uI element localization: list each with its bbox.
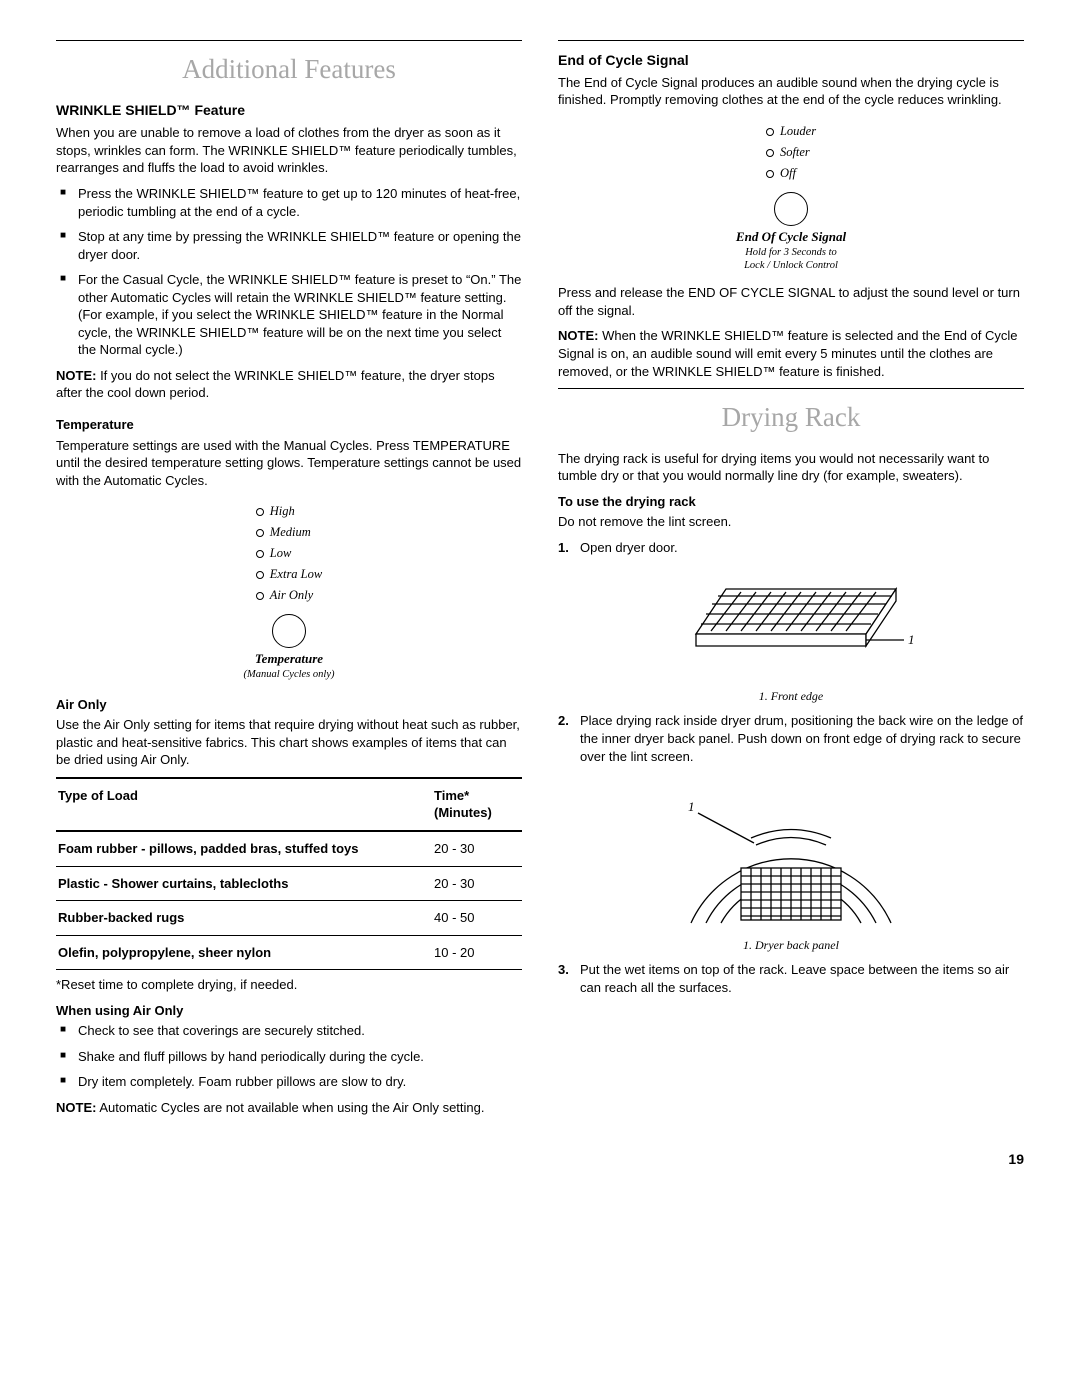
dial-sublabel: Hold for 3 Seconds toLock / Unlock Contr… [558, 247, 1024, 272]
table-row: Plastic - Shower curtains, tablecloths 2… [56, 866, 522, 901]
drying-rack-icon: 1 [666, 564, 916, 684]
dial-label: End Of Cycle Signal [558, 228, 1024, 246]
temperature-title: Temperature [56, 416, 522, 434]
figure-caption: 1. Front edge [558, 688, 1024, 704]
wrinkle-shield-title: WRINKLE SHIELD™ Feature [56, 101, 522, 120]
eoc-dial-figure: Louder Softer Off End Of Cycle Signal Ho… [558, 119, 1024, 272]
drying-rack-heading: Drying Rack [558, 399, 1024, 435]
wrinkle-shield-intro: When you are unable to remove a load of … [56, 124, 522, 177]
air-only-table: Type of Load Time* (Minutes) Foam rubber… [56, 777, 522, 970]
list-item: 1.Open dryer door. [558, 539, 1024, 557]
figure-caption: 1. Dryer back panel [558, 937, 1024, 953]
rule [558, 388, 1024, 389]
air-only-title: Air Only [56, 696, 522, 714]
table-footnote: *Reset time to complete drying, if neede… [56, 976, 522, 994]
dial-option: Softer [766, 144, 816, 161]
left-column: Additional Features WRINKLE SHIELD™ Feat… [56, 40, 522, 1124]
rack-steps: 1.Open dryer door. [558, 539, 1024, 557]
eoc-note: NOTE: When the WRINKLE SHIELD™ feature i… [558, 327, 1024, 380]
eoc-press: Press and release the END OF CYCLE SIGNA… [558, 284, 1024, 319]
use-rack-title: To use the drying rack [558, 493, 1024, 511]
rack-figure-2: 1 1. Dryer back panel [558, 773, 1024, 953]
rule [558, 40, 1024, 41]
dryer-drum-icon: 1 [646, 773, 936, 933]
eoc-intro: The End of Cycle Signal produces an audi… [558, 74, 1024, 109]
wrinkle-shield-note: NOTE: If you do not select the WRINKLE S… [56, 367, 522, 402]
dial-option: High [256, 503, 322, 520]
dial-option: Off [766, 165, 816, 182]
rule [56, 40, 522, 41]
when-air-only-note: NOTE: Automatic Cycles are not available… [56, 1099, 522, 1117]
list-item: Stop at any time by pressing the WRINKLE… [56, 228, 522, 263]
wrinkle-shield-list: Press the WRINKLE SHIELD™ feature to get… [56, 185, 522, 359]
table-row: Rubber-backed rugs 40 - 50 [56, 901, 522, 936]
list-item: Dry item completely. Foam rubber pillows… [56, 1073, 522, 1091]
temperature-dial-figure: High Medium Low Extra Low Air Only Tempe… [56, 499, 522, 682]
page-number: 19 [56, 1150, 1024, 1169]
dial-option: Medium [256, 524, 322, 541]
air-only-body: Use the Air Only setting for items that … [56, 716, 522, 769]
use-rack-line: Do not remove the lint screen. [558, 513, 1024, 531]
additional-features-heading: Additional Features [56, 51, 522, 87]
dial-option: Extra Low [256, 566, 322, 583]
when-air-only-list: Check to see that coverings are securely… [56, 1022, 522, 1091]
dial-knob-icon [272, 614, 306, 648]
rack-steps: 3.Put the wet items on top of the rack. … [558, 961, 1024, 996]
list-item: 3.Put the wet items on top of the rack. … [558, 961, 1024, 996]
list-item: 2.Place drying rack inside dryer drum, p… [558, 712, 1024, 765]
temperature-body: Temperature settings are used with the M… [56, 437, 522, 490]
list-item: Shake and fluff pillows by hand periodic… [56, 1048, 522, 1066]
dial-knob-icon [774, 192, 808, 226]
dial-option: Louder [766, 123, 816, 140]
rack-steps: 2.Place drying rack inside dryer drum, p… [558, 712, 1024, 765]
dial-option: Low [256, 545, 322, 562]
eoc-title: End of Cycle Signal [558, 51, 1024, 70]
callout-label: 1 [688, 799, 695, 814]
when-air-only-title: When using Air Only [56, 1002, 522, 1020]
table-row: Foam rubber - pillows, padded bras, stuf… [56, 831, 522, 866]
dial-option: Air Only [256, 587, 322, 604]
right-column: End of Cycle Signal The End of Cycle Sig… [558, 40, 1024, 1124]
dial-label: Temperature [56, 650, 522, 668]
table-header: Time* (Minutes) [432, 778, 522, 831]
list-item: Press the WRINKLE SHIELD™ feature to get… [56, 185, 522, 220]
list-item: Check to see that coverings are securely… [56, 1022, 522, 1040]
table-header: Type of Load [56, 778, 432, 831]
rack-figure-1: 1 1. Front edge [558, 564, 1024, 704]
callout-label: 1 [908, 632, 915, 647]
list-item: For the Casual Cycle, the WRINKLE SHIELD… [56, 271, 522, 359]
dial-sublabel: (Manual Cycles only) [56, 669, 522, 682]
table-row: Olefin, polypropylene, sheer nylon 10 - … [56, 935, 522, 970]
drying-rack-intro: The drying rack is useful for drying ite… [558, 450, 1024, 485]
